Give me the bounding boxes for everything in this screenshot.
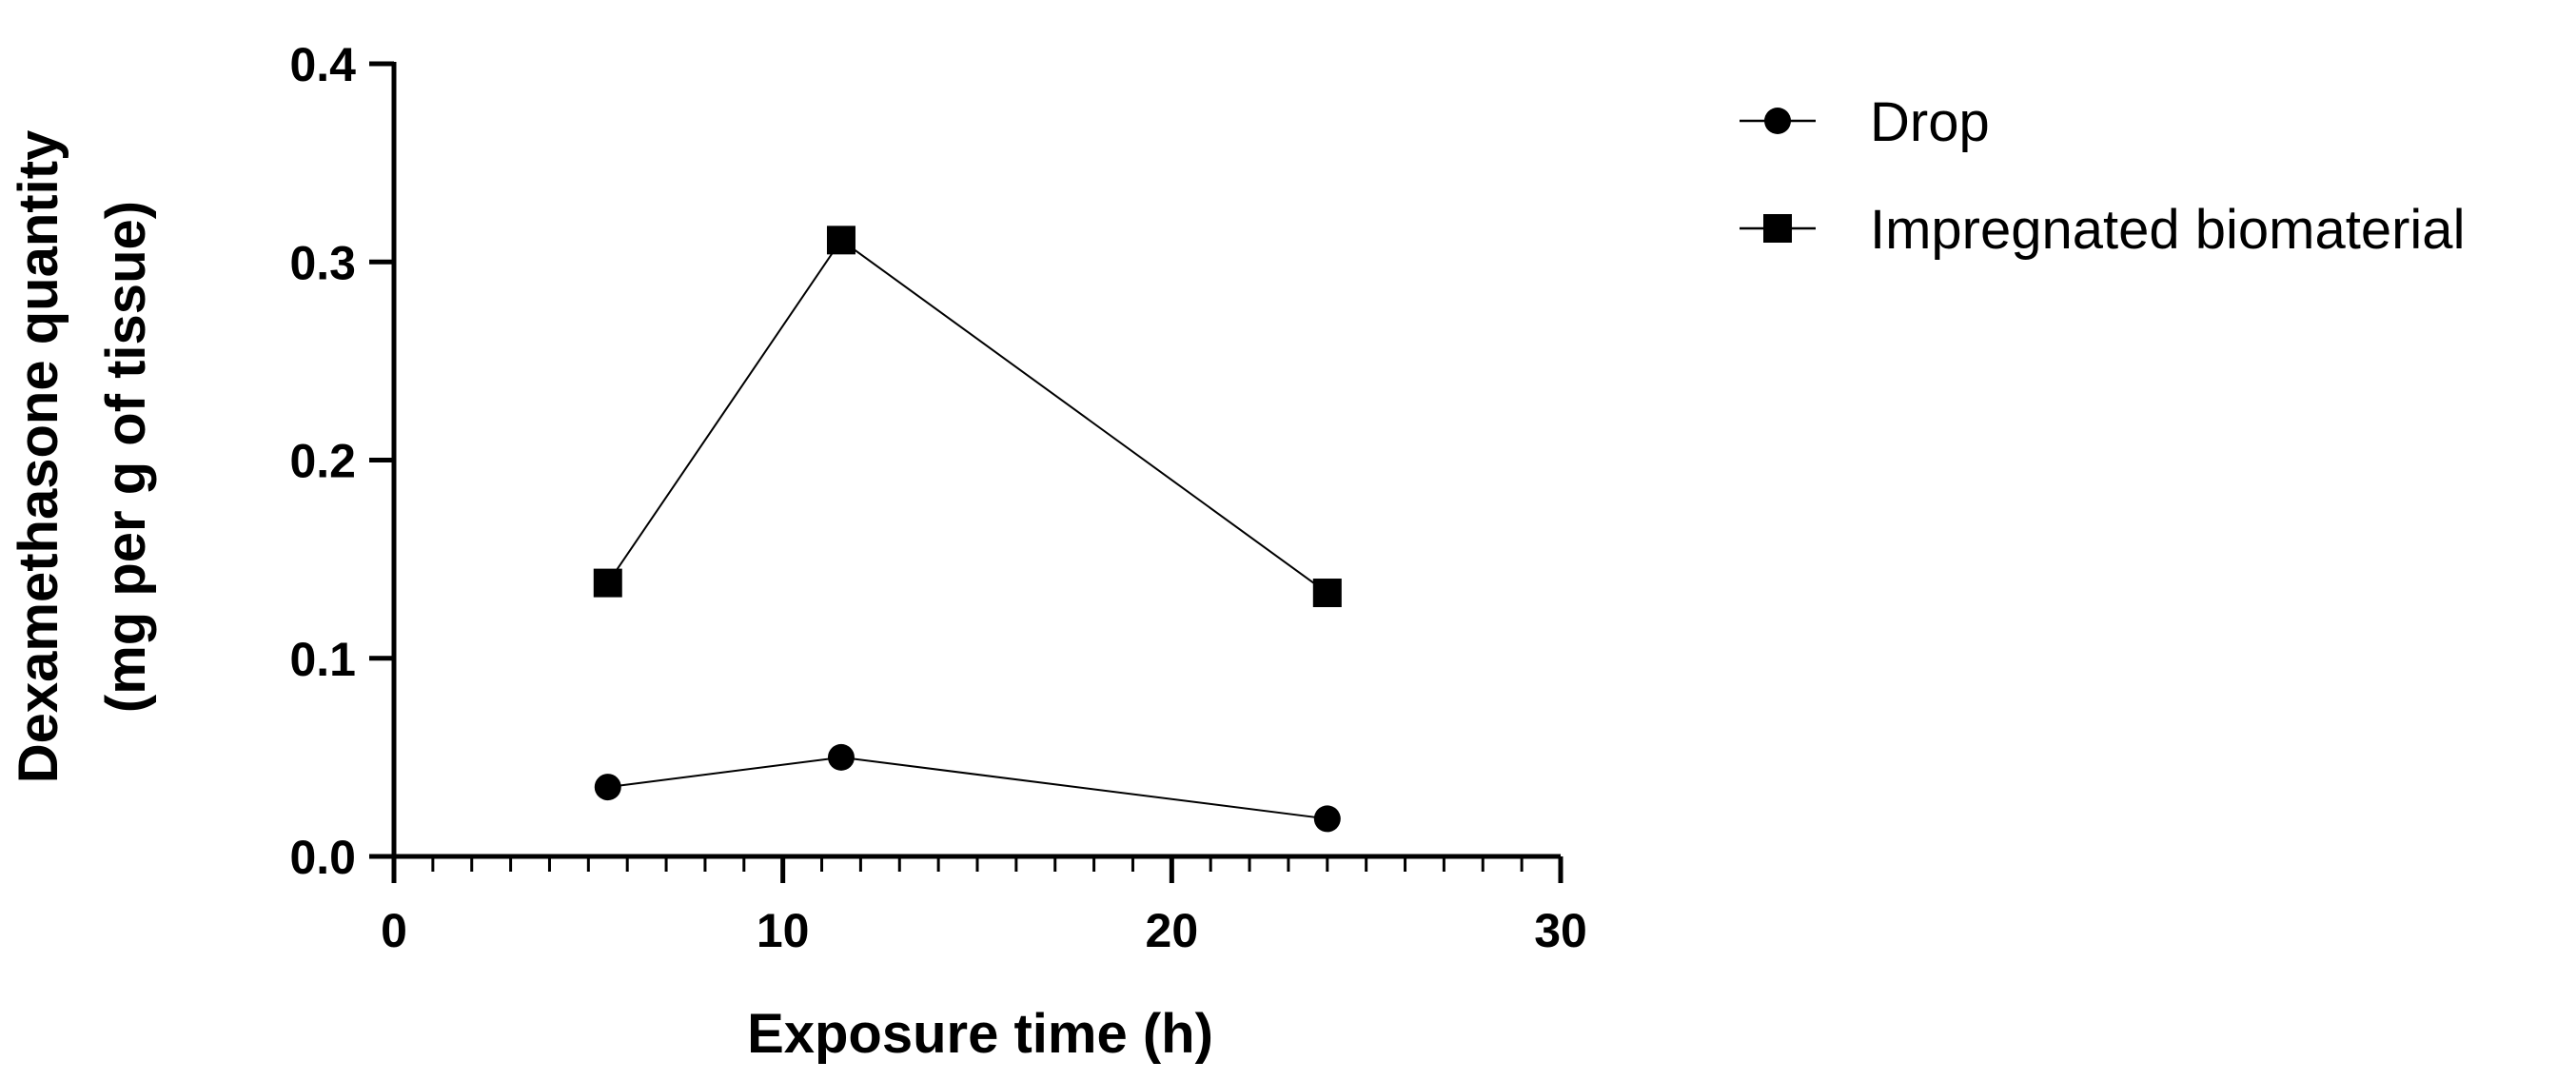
data-point-impregnated	[1312, 579, 1342, 608]
y-axis-title-line1: Dexamethasone quantity	[8, 130, 69, 784]
y-tick-label: 0.1	[289, 633, 356, 686]
data-point-impregnated	[593, 568, 622, 598]
data-point-drop	[827, 743, 855, 771]
data-point-impregnated	[826, 226, 855, 255]
y-axis-title-group: Dexamethasone quantity	[8, 130, 69, 784]
legend: Drop Impregnated biomaterial	[1740, 91, 2465, 261]
legend-label-drop: Drop	[1870, 91, 1990, 153]
data-point-drop	[594, 774, 621, 801]
legend-item-drop: Drop	[1740, 91, 1990, 153]
x-tick-label: 10	[757, 904, 810, 957]
x-tick-label: 30	[1534, 904, 1587, 957]
tick-labels: 0.0 0.1 0.2 0.3 0.4 0 10 20 30	[289, 38, 1586, 957]
legend-item-impregnated: Impregnated biomaterial	[1740, 199, 2465, 261]
y-axis-title-line2: (mg per g of tissue)	[95, 201, 157, 713]
y-tick-label: 0.2	[289, 435, 356, 488]
legend-marker-circle-icon	[1764, 108, 1791, 134]
x-tick-label: 0	[381, 904, 407, 957]
x-tick-label: 20	[1146, 904, 1199, 957]
legend-marker-square-icon	[1763, 214, 1792, 243]
data-point-drop	[1313, 805, 1341, 833]
axes	[369, 61, 1563, 883]
series-layer	[593, 226, 1342, 833]
y-tick-label: 0.0	[289, 831, 356, 884]
legend-label-impregnated: Impregnated biomaterial	[1870, 199, 2465, 261]
x-axis-title: Exposure time (h)	[747, 1003, 1213, 1065]
y-tick-label: 0.4	[289, 38, 356, 91]
y-tick-label: 0.3	[289, 236, 356, 289]
y-axis-title-group-2: (mg per g of tissue)	[95, 201, 157, 713]
series-line-drop	[607, 756, 1327, 820]
series-line-impregnated	[606, 238, 1328, 594]
